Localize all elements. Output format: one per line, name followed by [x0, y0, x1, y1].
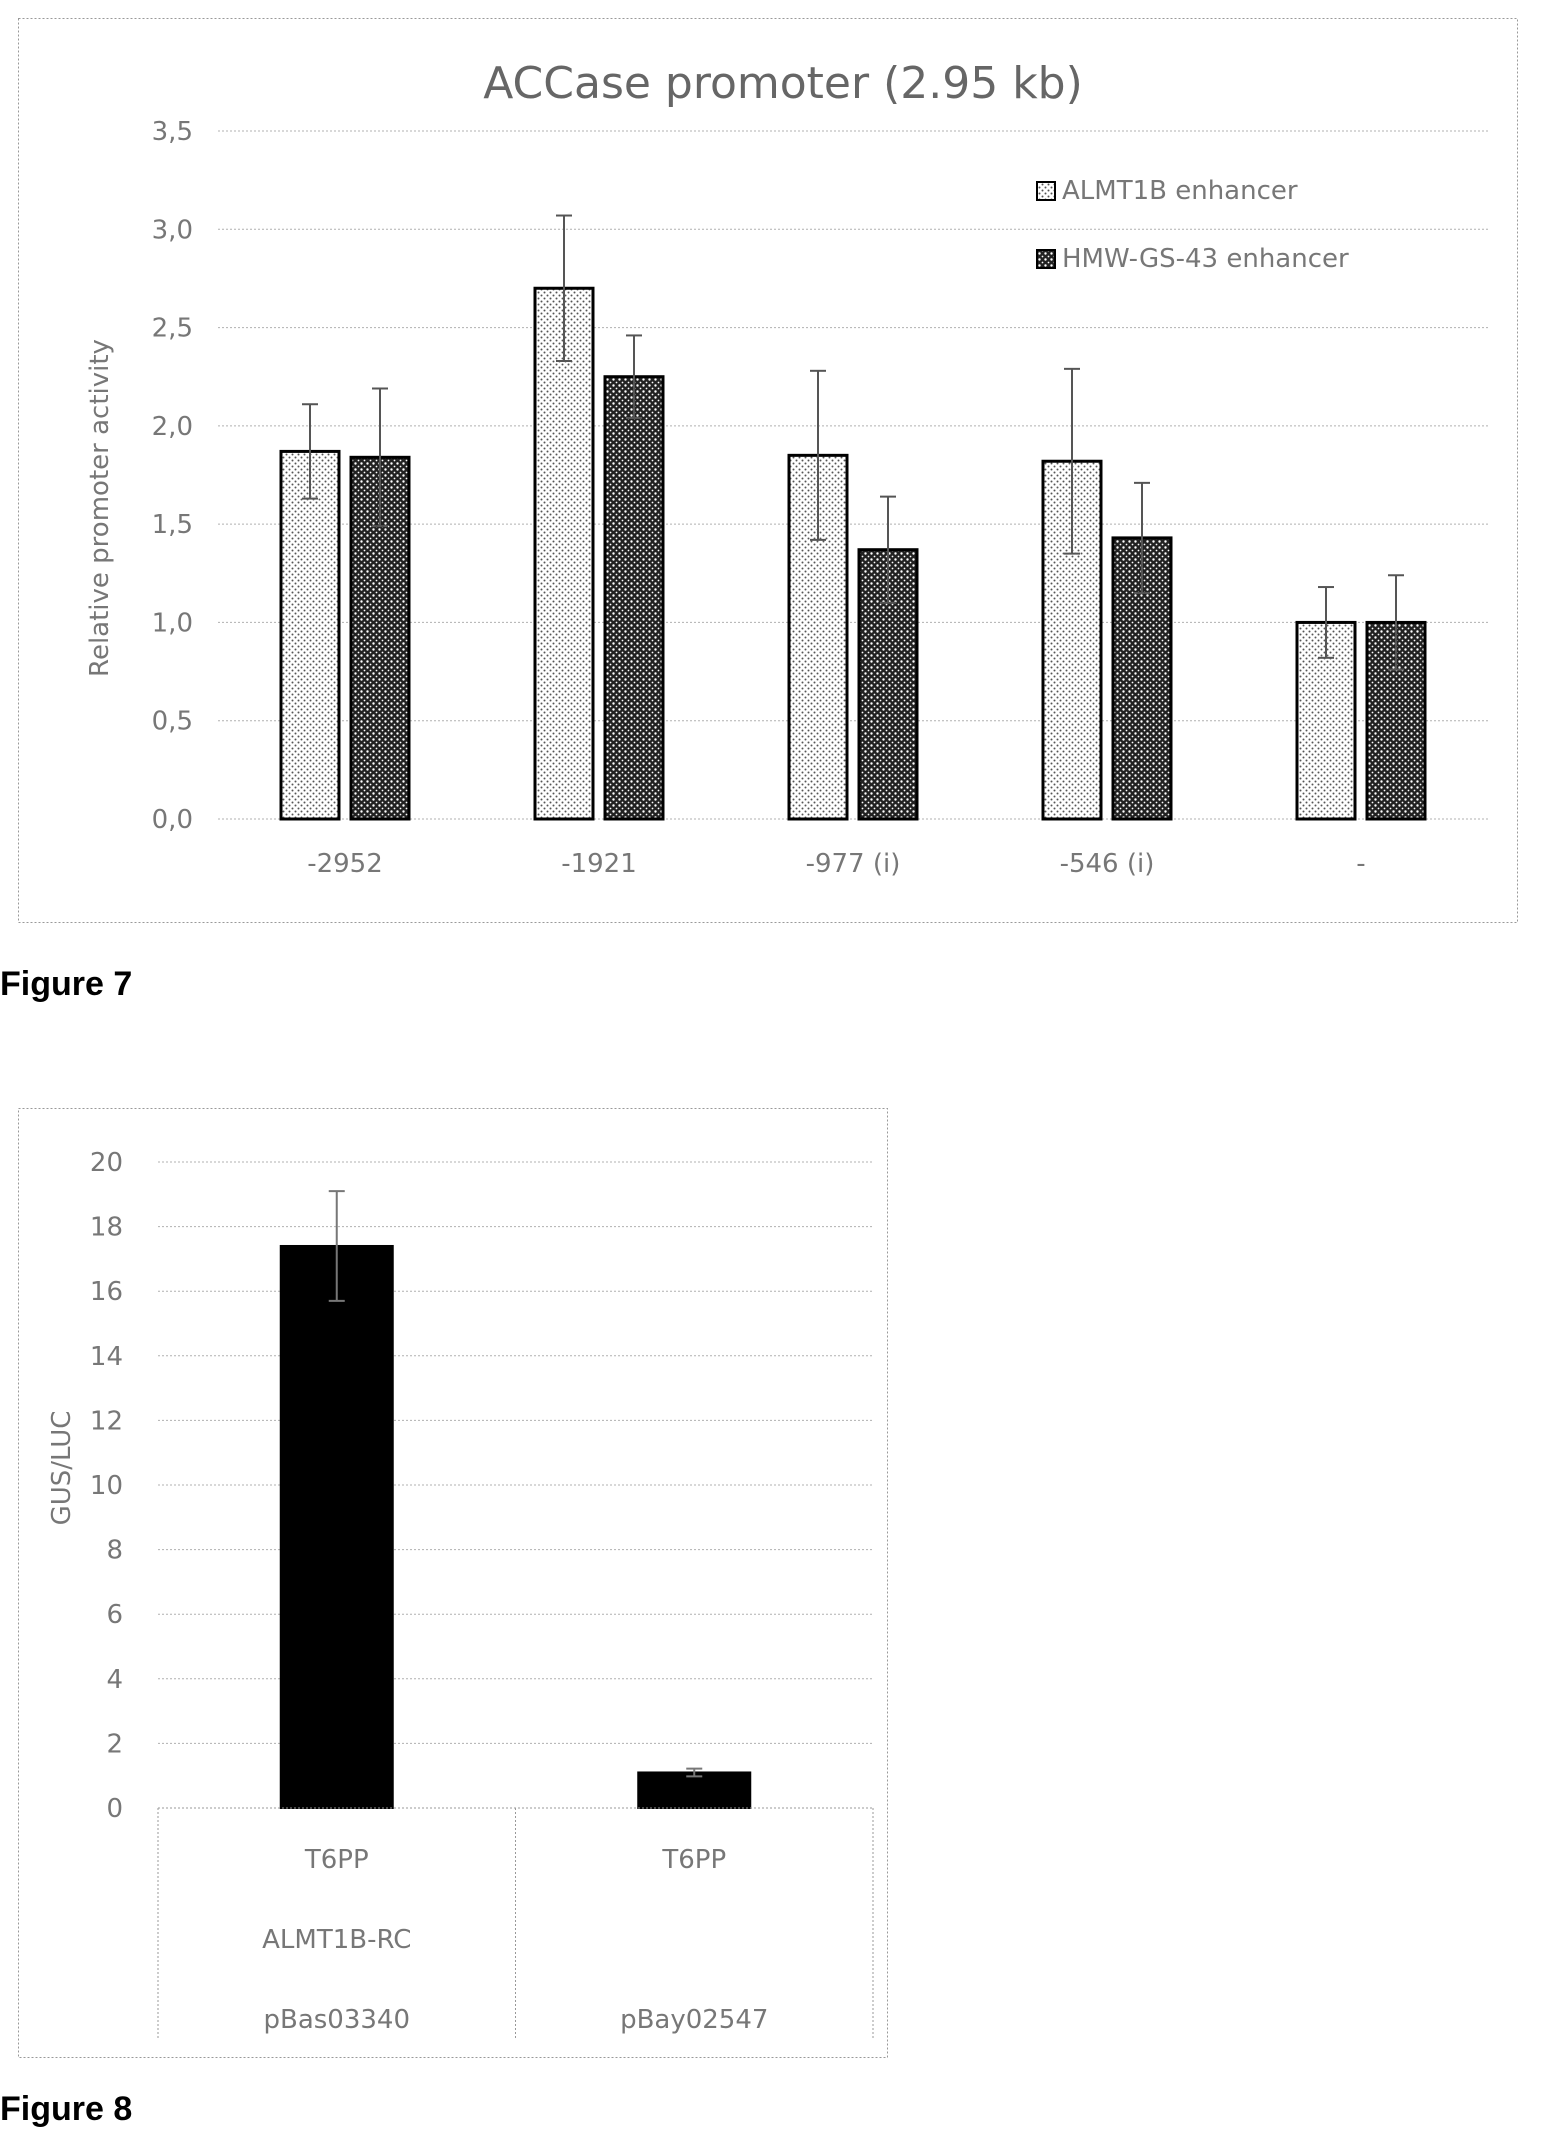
bar — [637, 1771, 752, 1809]
chart7-legend: ALMT1B enhancer HMW-GS-43 enhancer — [1036, 176, 1349, 274]
y-tick-label: 16 — [90, 1277, 123, 1307]
chart8-ylabel: GUS/LUC — [47, 1411, 77, 1526]
bar — [279, 1244, 394, 1810]
chart7-title: ACCase promoter (2.95 kb) — [483, 58, 1083, 109]
category-label: T6PP — [304, 1845, 369, 1875]
legend-swatch-hmw — [1036, 249, 1056, 269]
chart8-frame — [18, 1108, 888, 2058]
figure8-chart: GUS/LUC 0 2 4 6 8 10 12 14 16 18 20 T6PP ALMT1B-RC p… — [18, 1108, 888, 2058]
y-tick-label: 14 — [90, 1342, 123, 1372]
y-tick-label: 18 — [90, 1213, 123, 1243]
y-tick-label: 10 — [90, 1471, 123, 1501]
legend-label-almt1b: ALMT1B enhancer — [1062, 176, 1298, 206]
chart7-frame — [18, 18, 1518, 923]
y-tick-label: 2 — [106, 1729, 123, 1759]
bar — [533, 286, 595, 821]
x-tick-label: - — [1356, 849, 1365, 879]
x-tick-label: -2952 — [307, 849, 383, 879]
y-tick-label: 0,0 — [152, 805, 193, 835]
chart8-category-table: T6PP ALMT1B-RC pBas03340 T6PP pBay02547 — [157, 1807, 874, 2038]
y-tick-label: 12 — [90, 1406, 123, 1436]
category-label: T6PP — [661, 1845, 726, 1875]
bar — [603, 375, 665, 821]
x-tick-label: -1921 — [561, 849, 637, 879]
legend-label-hmw: HMW-GS-43 enhancer — [1062, 244, 1349, 274]
y-tick-label: 1,0 — [152, 608, 193, 638]
chart8-y-axis: 0 2 4 6 8 10 12 14 16 18 20 — [90, 1148, 123, 1824]
category-label: pBay02547 — [620, 2005, 768, 2035]
y-tick-label: 2,0 — [152, 412, 193, 442]
chart7-ylabel: Relative promoter activity — [85, 339, 115, 677]
figure7-chart: ACCase promoter (2.95 kb) Relative promo… — [18, 18, 1518, 923]
y-tick-label: 8 — [106, 1536, 123, 1566]
y-tick-label: 3,5 — [152, 117, 193, 147]
y-tick-label: 0,5 — [152, 707, 193, 737]
chart7-x-axis: -2952 -1921 -977 (i) -546 (i) - — [307, 849, 1365, 879]
y-tick-label: 1,5 — [152, 510, 193, 540]
y-tick-label: 20 — [90, 1148, 123, 1178]
y-tick-label: 4 — [106, 1665, 123, 1695]
figure8-label: Figure 8 — [0, 2090, 133, 2128]
chart7-bars — [279, 214, 1427, 821]
chart7-y-axis: 0,0 0,5 1,0 1,5 2,0 2,5 3,0 3,5 — [152, 117, 193, 835]
category-label: ALMT1B-RC — [262, 1925, 411, 1955]
y-tick-label: 6 — [106, 1600, 123, 1630]
y-tick-label: 0 — [106, 1794, 123, 1824]
figure7-label: Figure 7 — [0, 965, 133, 1003]
x-tick-label: -546 (i) — [1060, 849, 1155, 879]
y-tick-label: 2,5 — [152, 314, 193, 344]
y-tick-label: 3,0 — [152, 215, 193, 245]
legend-swatch-almt1b — [1036, 181, 1056, 201]
x-tick-label: -977 (i) — [806, 849, 901, 879]
chart8-bars — [279, 1190, 752, 1810]
category-label: pBas03340 — [263, 2005, 410, 2035]
bar — [279, 449, 341, 821]
